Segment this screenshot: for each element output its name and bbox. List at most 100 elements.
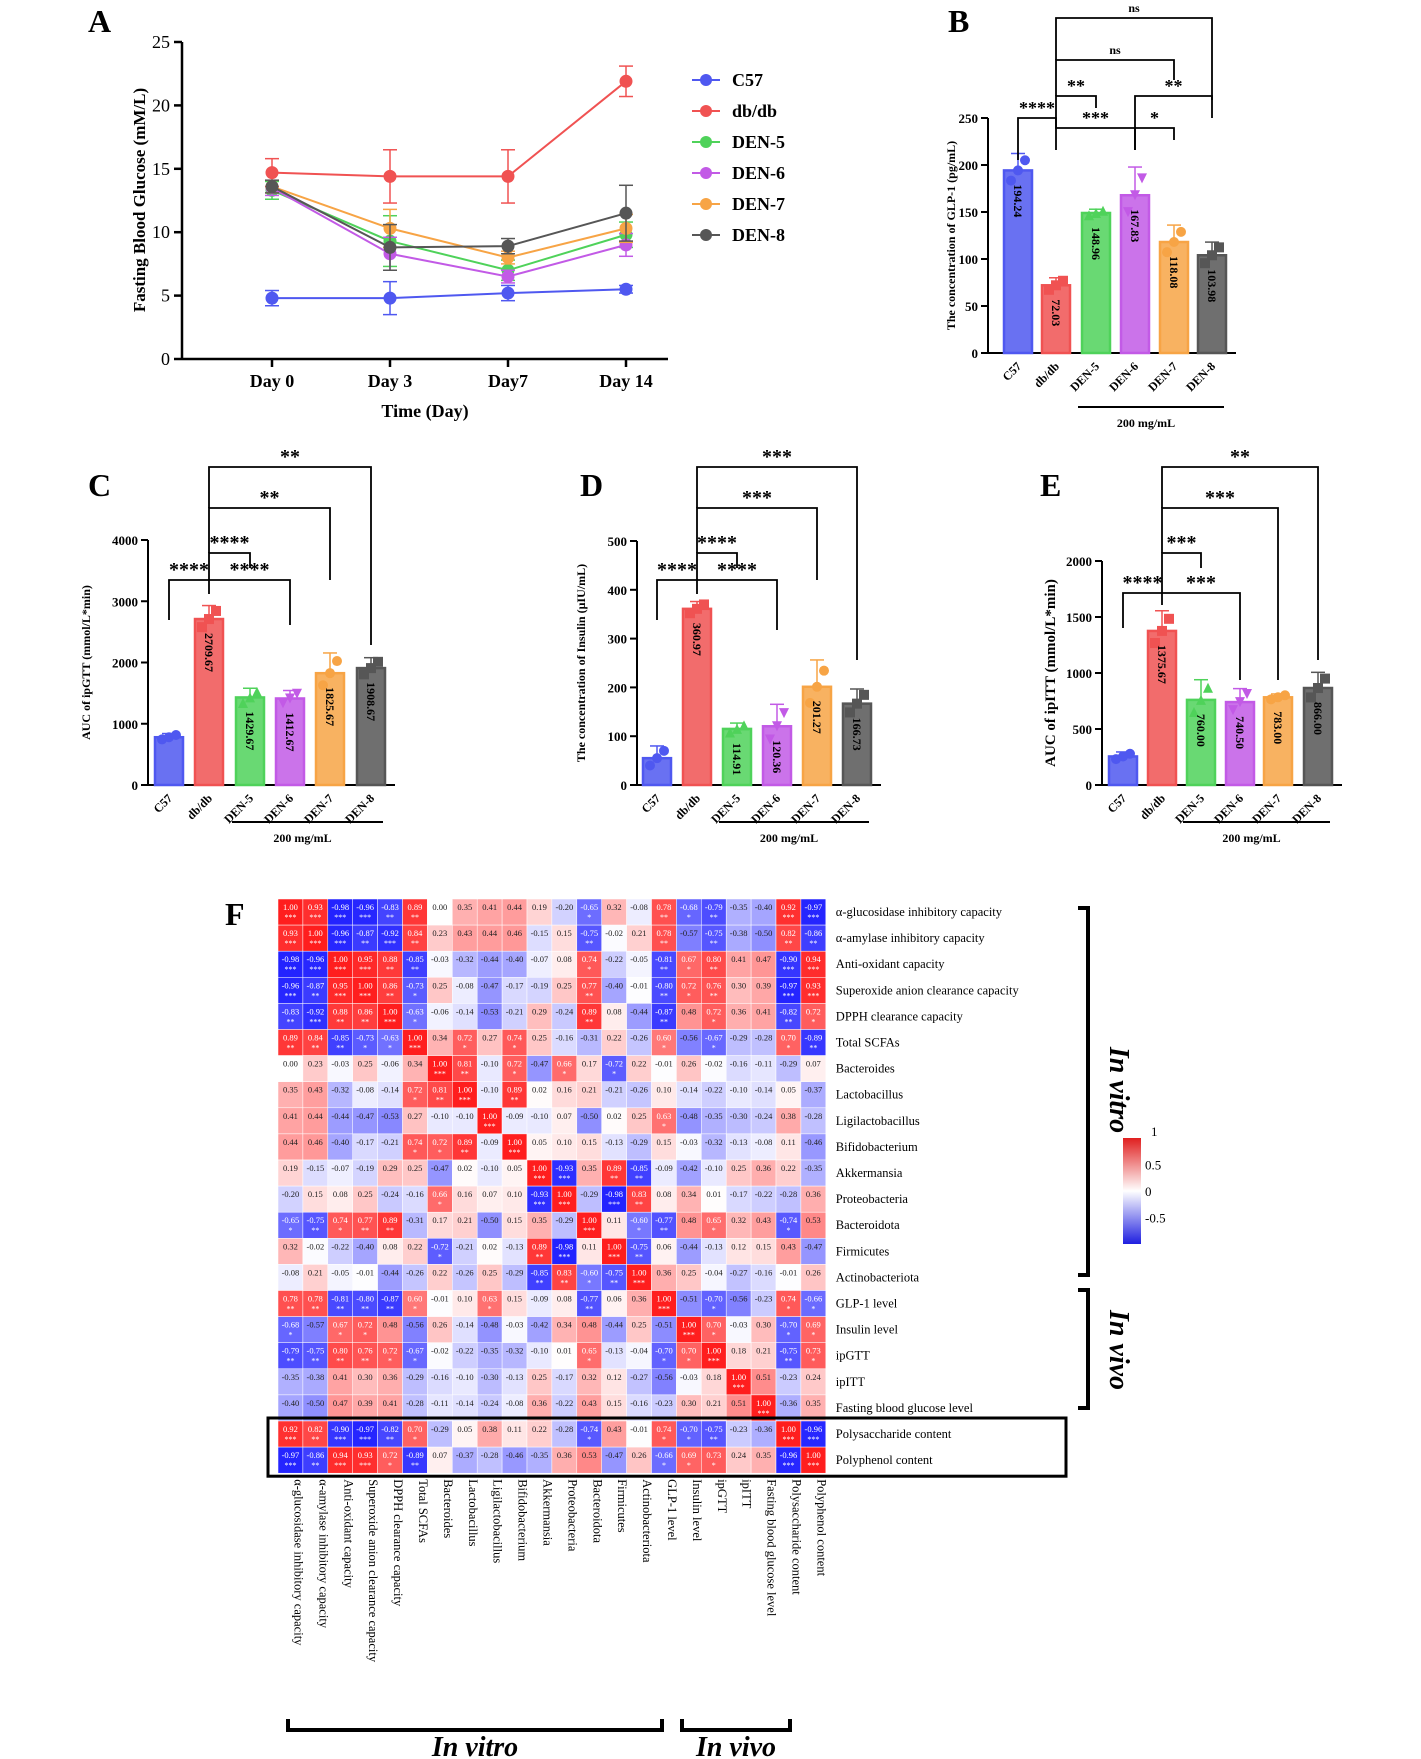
heatmap-cell [551, 1185, 578, 1213]
cell-value: 0.22 [408, 1241, 423, 1251]
significance-bracket [696, 466, 858, 660]
column-label: Firmicutes [615, 1479, 629, 1533]
cell-value: -0.14 [456, 1398, 474, 1408]
heatmap-cell [526, 1185, 553, 1213]
cell-stars: * [612, 1070, 616, 1079]
legend-label: DEN-5 [732, 132, 785, 152]
cell-value: -0.21 [605, 1085, 623, 1095]
heatmap-cell [327, 977, 353, 1004]
cell-value: -0.13 [605, 1346, 623, 1356]
heatmap-cell [800, 1081, 827, 1109]
heatmap-cell [352, 1107, 378, 1135]
panel-c-bar-chart: 0 1000 2000 3000 4000 AUC of ipGTT (mmol/L*mi… [79, 446, 395, 845]
cell-stars: * [712, 1331, 716, 1340]
cell-value: -0.29 [580, 1189, 598, 1199]
significance-bracket [1162, 592, 1241, 680]
heatmap-cell [302, 1081, 329, 1109]
cell-value: 0.26 [632, 1450, 647, 1460]
cell-value: 0.11 [781, 1137, 796, 1147]
cell-value: 0.02 [607, 1111, 622, 1121]
cell-stars: *** [334, 965, 346, 974]
heatmap-cell [750, 1290, 777, 1317]
y-tick-label: 300 [608, 632, 628, 647]
cell-value: 0.25 [358, 1189, 373, 1199]
cell-stars: ** [710, 913, 718, 922]
cell-value: 0.15 [582, 1137, 597, 1147]
cell-value: -0.14 [456, 1006, 474, 1016]
cell-stars: * [587, 1278, 591, 1287]
panel-f-heatmap: 1.00***0.93***-0.98***-0.96***-0.83**0.8… [266, 898, 1166, 1759]
row-label: ipITT [836, 1375, 866, 1389]
significance-label: *** [1082, 108, 1109, 128]
heatmap-cell [327, 898, 353, 926]
cell-value: 0.35 [283, 1085, 298, 1095]
value-label: 866.00 [1311, 702, 1325, 735]
heatmap-cell [576, 1185, 602, 1213]
heatmap-cell [576, 1238, 602, 1265]
cell-stars: *** [509, 1148, 521, 1157]
heatmap-cell [476, 950, 503, 978]
cell-value: -0.04 [705, 1267, 723, 1277]
heatmap-cell [452, 1446, 478, 1474]
cell-value: 0.22 [432, 1267, 447, 1277]
replicate-point [1203, 682, 1213, 693]
cell-stars: ** [361, 1226, 369, 1235]
row-label: Bifidobacterium [836, 1140, 918, 1154]
heatmap-cell [402, 1081, 428, 1109]
cell-value: 0.47 [756, 954, 771, 964]
cell-value: 0.51 [756, 1372, 771, 1382]
heatmap-cell [750, 1342, 777, 1370]
cell-stars: * [637, 1226, 641, 1235]
cell-value: -0.60 [580, 1267, 598, 1277]
cell-value: 0.21 [308, 1267, 323, 1277]
heatmap-cell [352, 1055, 378, 1082]
cell-value: 0.69 [806, 1320, 821, 1330]
cell-value: 0.70 [706, 1320, 721, 1330]
heatmap-cell [501, 1368, 528, 1396]
cell-value: 0.81 [432, 1085, 447, 1095]
data-point [383, 169, 397, 183]
heatmap-cell [701, 1081, 727, 1109]
cell-value: -0.75 [306, 1346, 324, 1356]
heatmap-cell [750, 1420, 777, 1448]
heatmap-cell [277, 1446, 304, 1474]
heatmap-cell [701, 1211, 727, 1239]
column-label: α-glucosidase inhibitory capacity [291, 1479, 305, 1646]
cell-value: -0.40 [605, 980, 623, 990]
cell-value: 1.00 [756, 1398, 771, 1408]
column-label: Polyphenol content [814, 1479, 828, 1576]
cell-stars: *** [359, 913, 371, 922]
label-in-vivo-bottom: In vivo [695, 1732, 776, 1759]
cell-value: -0.08 [456, 980, 474, 990]
cell-value: -0.26 [630, 1085, 648, 1095]
cell-value: 0.32 [283, 1241, 298, 1251]
heatmap-cell [277, 1185, 304, 1213]
cell-value: 1.00 [806, 1450, 821, 1460]
cell-value: 0.32 [582, 1372, 597, 1382]
significance-label: **** [210, 532, 250, 554]
cell-value: -0.11 [755, 1059, 772, 1069]
column-label: DPPH clearance capacity [391, 1479, 405, 1607]
cell-stars: ** [784, 1357, 792, 1366]
heatmap-cell [626, 950, 652, 978]
cell-value: -0.40 [356, 1241, 374, 1251]
heatmap-cell [302, 1159, 329, 1187]
cell-value: 0.80 [333, 1346, 348, 1356]
cell-stars: ** [710, 991, 718, 1000]
cell-value: 0.26 [806, 1267, 821, 1277]
cell-value: -0.11 [431, 1398, 448, 1408]
cell-value: 0.25 [532, 1033, 547, 1043]
cell-stars: ** [436, 1096, 444, 1105]
cell-value: -0.01 [780, 1267, 798, 1277]
cell-stars: * [413, 1017, 417, 1026]
cell-value: 0.34 [681, 1189, 697, 1199]
heatmap-cell [800, 1290, 827, 1317]
heatmap-cell [701, 1368, 727, 1396]
x-tick-label: C57 [1105, 791, 1130, 816]
cell-stars: * [338, 1226, 342, 1235]
heatmap-cell [452, 1420, 478, 1448]
cell-value: -0.28 [804, 1111, 822, 1121]
cell-value: -0.81 [331, 1294, 349, 1304]
data-point [265, 166, 279, 180]
